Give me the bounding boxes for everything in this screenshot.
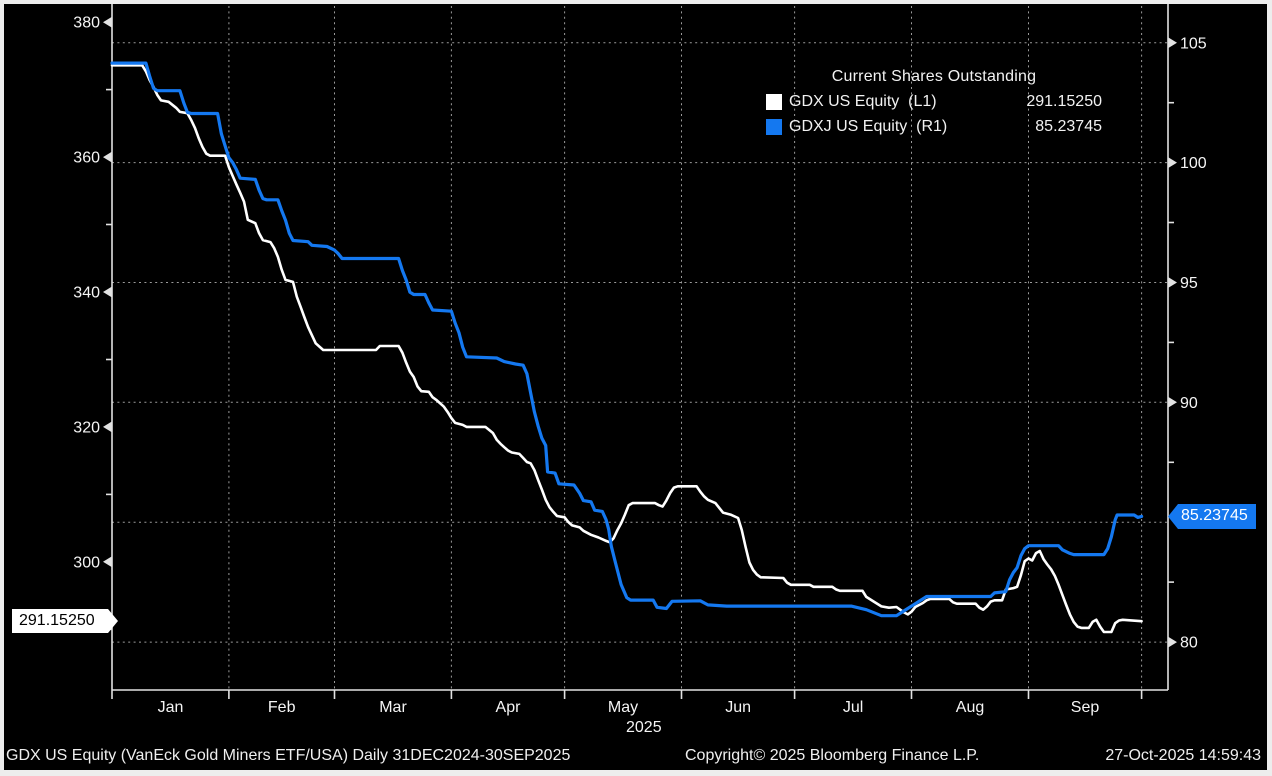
svg-text:Feb: Feb (268, 699, 296, 716)
gdx-swatch-icon (766, 93, 782, 110)
right-axis: 105 100 95 90 80 (1168, 35, 1207, 652)
legend-item-value: 291.15250 (1026, 93, 1102, 110)
svg-text:95: 95 (1180, 275, 1198, 292)
svg-text:380: 380 (73, 15, 100, 32)
svg-text:May: May (608, 699, 638, 716)
svg-text:Apr: Apr (496, 699, 522, 716)
chart-panel: 380 360 340 320 300 105 100 95 90 80 Jan Feb Mar Apr M… (4, 4, 1267, 770)
timestamp: 27-Oct-2025 14:59:43 (1105, 747, 1261, 764)
vertical-gridlines (228, 6, 1143, 690)
svg-text:90: 90 (1180, 395, 1198, 412)
legend-title: Current Shares Outstanding (831, 68, 1037, 85)
svg-text:Sep: Sep (1071, 699, 1100, 716)
gdxj-line[interactable] (110, 61, 1144, 618)
svg-text:Mar: Mar (379, 699, 407, 716)
gdxj-swatch-icon (766, 118, 782, 135)
legend-item-label: GDXJ US Equity (R1) (789, 118, 948, 135)
svg-text:340: 340 (73, 285, 100, 302)
legend-item-label: GDX US Equity (L1) (789, 93, 937, 110)
legend-item-gdx[interactable]: GDX US Equity (L1) 291.15250 (766, 89, 1102, 114)
svg-text:100: 100 (1180, 155, 1207, 172)
gdxj-last-price-value: 85.23745 (1181, 507, 1248, 524)
legend-item-value: 85.23745 (1035, 118, 1102, 135)
svg-text:105: 105 (1180, 35, 1207, 52)
svg-text:360: 360 (73, 150, 100, 167)
svg-text:80: 80 (1180, 635, 1198, 652)
svg-text:2025: 2025 (626, 719, 662, 736)
svg-text:Jul: Jul (843, 699, 863, 716)
legend-item-gdxj[interactable]: GDXJ US Equity (R1) 85.23745 (766, 114, 1102, 139)
svg-text:Jun: Jun (725, 699, 751, 716)
chart-description: GDX US Equity (VanEck Gold Miners ETF/US… (6, 747, 571, 764)
gdx-last-price-label: 291.15250 (12, 609, 118, 633)
svg-text:Jan: Jan (158, 699, 184, 716)
gdxj-last-price-label: 85.23745 (1168, 504, 1256, 529)
left-axis: 380 360 340 320 300 (73, 15, 112, 631)
axis-frame (111, 4, 1169, 691)
x-axis: Jan Feb Mar Apr May Jun Jul Aug Sep 2025 (111, 690, 1143, 736)
gdx-line[interactable] (110, 64, 1143, 634)
status-bar: GDX US Equity (VanEck Gold Miners ETF/US… (4, 744, 1267, 770)
svg-text:300: 300 (73, 554, 100, 571)
gdx-last-price-value: 291.15250 (19, 612, 95, 629)
svg-text:Aug: Aug (956, 699, 984, 716)
legend: Current Shares Outstanding GDX US Equity… (766, 64, 1102, 139)
copyright-text: Copyright© 2025 Bloomberg Finance L.P. (685, 747, 980, 764)
svg-text:320: 320 (73, 419, 100, 436)
